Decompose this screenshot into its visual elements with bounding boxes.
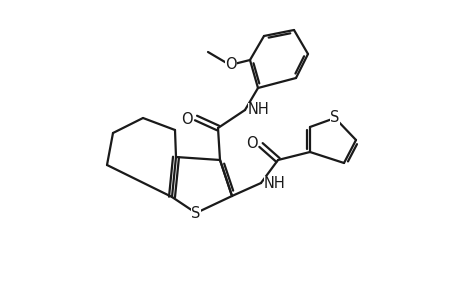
Text: S: S	[191, 206, 200, 220]
Text: O: O	[246, 136, 257, 152]
Text: O: O	[225, 56, 236, 71]
Text: S: S	[330, 110, 339, 125]
Text: NH: NH	[263, 176, 285, 190]
Text: O: O	[181, 112, 193, 127]
Text: NH: NH	[247, 103, 269, 118]
